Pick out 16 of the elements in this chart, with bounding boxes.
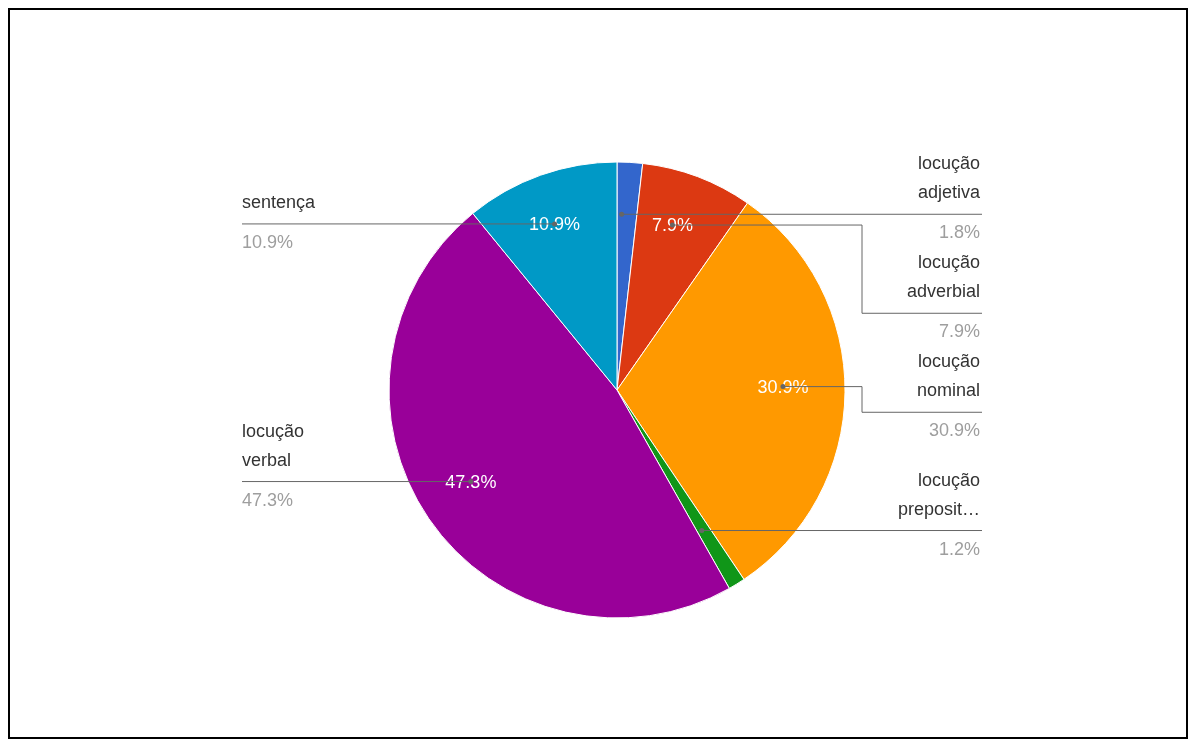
slice-label: locução nominal: [916, 351, 980, 401]
slice-label: locução adjetiva: [917, 153, 981, 203]
data-label: 1.2%: [938, 538, 980, 559]
slice-label: locução verbal: [242, 420, 305, 470]
data-label: 7.9%: [651, 215, 693, 236]
data-label: 1.8%: [938, 222, 980, 243]
text: 10.9%: [242, 231, 294, 252]
data-label: 10.9%: [529, 213, 581, 234]
slice-label: sentença: [242, 191, 317, 212]
data-label: 47.3%: [445, 471, 497, 492]
text: 30.9%: [928, 420, 980, 441]
slice-label: locução preposit…: [897, 469, 980, 519]
data-label: 30.9%: [757, 376, 809, 397]
slice-label: locução adverbial: [906, 252, 980, 302]
text: 7.9%: [938, 321, 980, 342]
text: 47.3%: [242, 489, 294, 510]
